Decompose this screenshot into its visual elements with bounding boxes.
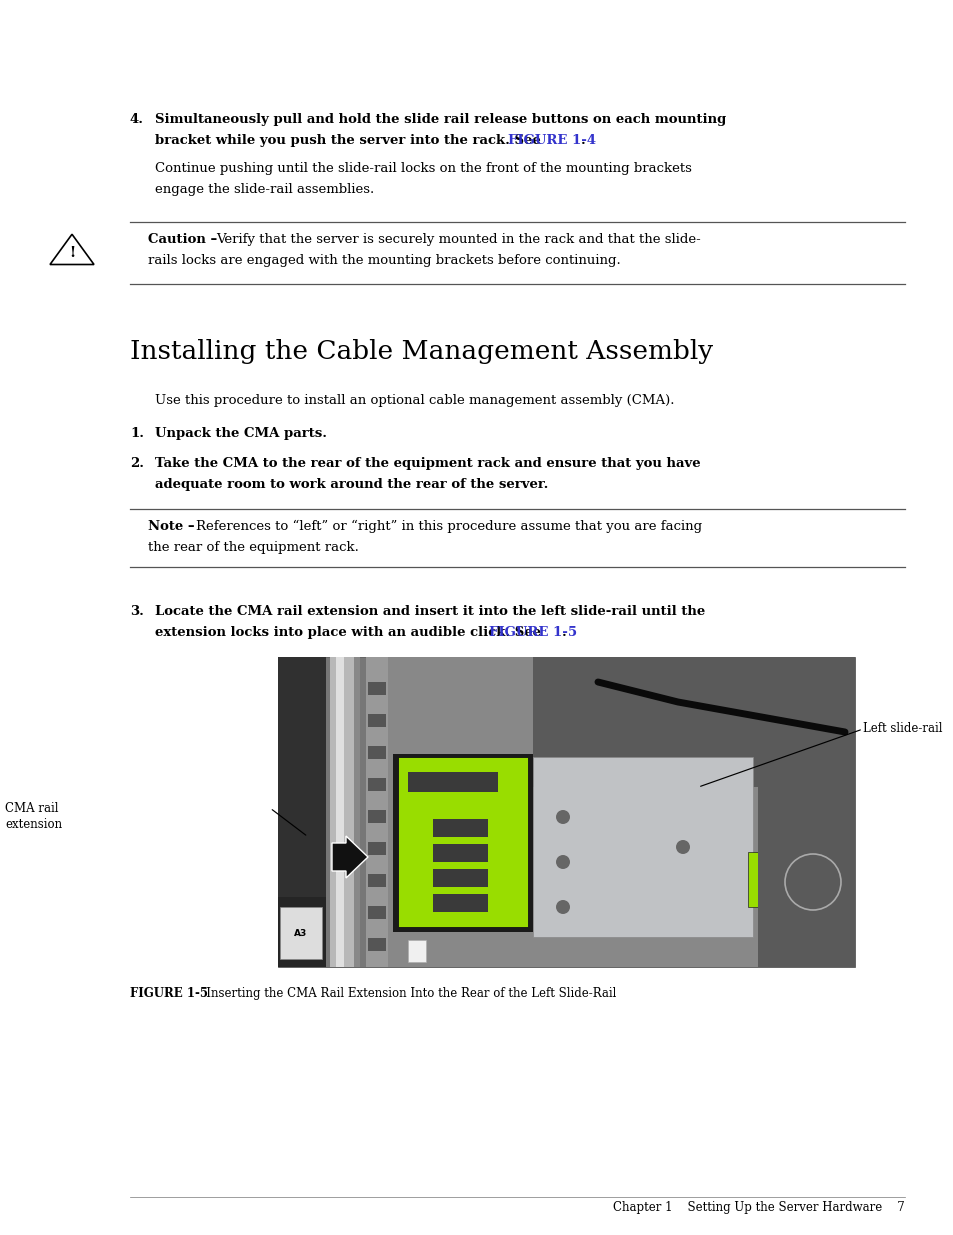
Text: Caution –: Caution –: [148, 233, 222, 246]
Bar: [533, 757, 752, 937]
FancyBboxPatch shape: [397, 757, 527, 927]
Bar: [533, 657, 854, 967]
FancyArrow shape: [332, 836, 368, 878]
Text: Use this procedure to install an optional cable management assembly (CMA).: Use this procedure to install an optiona…: [154, 394, 674, 408]
Text: .: .: [579, 135, 584, 147]
Text: FIGURE 1-4: FIGURE 1-4: [507, 135, 595, 147]
Bar: [354, 657, 359, 967]
Bar: [433, 869, 488, 887]
Circle shape: [676, 840, 689, 853]
Bar: [747, 852, 769, 906]
Text: 3.: 3.: [130, 605, 144, 618]
Text: Continue pushing until the slide-rail locks on the front of the mounting bracket: Continue pushing until the slide-rail lo…: [154, 162, 691, 175]
Text: FIGURE 1-5: FIGURE 1-5: [489, 626, 577, 638]
Text: Installing the Cable Management Assembly: Installing the Cable Management Assembly: [130, 338, 713, 364]
Text: 1.: 1.: [130, 427, 144, 440]
Text: Take the CMA to the rear of the equipment rack and ensure that you have: Take the CMA to the rear of the equipmen…: [154, 457, 700, 471]
Text: Locate the CMA rail extension and insert it into the left slide-rail until the: Locate the CMA rail extension and insert…: [154, 605, 704, 618]
Text: rails locks are engaged with the mounting brackets before continuing.: rails locks are engaged with the mountin…: [148, 254, 620, 267]
Bar: [433, 894, 488, 911]
Bar: [368, 778, 386, 790]
Text: the rear of the equipment rack.: the rear of the equipment rack.: [148, 541, 358, 555]
FancyBboxPatch shape: [281, 913, 319, 957]
Text: 4.: 4.: [130, 112, 144, 126]
Bar: [388, 657, 547, 967]
Text: bracket while you push the server into the rack. See: bracket while you push the server into t…: [154, 135, 545, 147]
Circle shape: [556, 900, 569, 914]
Text: CMA rail: CMA rail: [5, 802, 58, 815]
Bar: [368, 906, 386, 919]
Bar: [277, 897, 326, 967]
Bar: [368, 714, 386, 727]
Text: FIGURE 1-5: FIGURE 1-5: [130, 987, 208, 1000]
Text: Note –: Note –: [148, 520, 199, 534]
FancyBboxPatch shape: [393, 755, 535, 932]
Text: A3: A3: [295, 932, 304, 939]
Bar: [368, 939, 386, 951]
FancyBboxPatch shape: [280, 906, 322, 960]
Circle shape: [556, 855, 569, 869]
Bar: [533, 657, 854, 787]
Bar: [408, 772, 497, 792]
Bar: [277, 657, 326, 967]
Bar: [368, 810, 386, 823]
Bar: [758, 657, 854, 967]
Text: Chapter 1    Setting Up the Server Hardware    7: Chapter 1 Setting Up the Server Hardware…: [613, 1200, 904, 1214]
Text: .: .: [561, 626, 566, 638]
Bar: [433, 844, 488, 862]
Bar: [368, 746, 386, 760]
Bar: [433, 819, 488, 837]
Text: Unpack the CMA parts.: Unpack the CMA parts.: [154, 427, 327, 440]
Text: 2.: 2.: [130, 457, 144, 471]
Text: extension locks into place with an audible click. See: extension locks into place with an audib…: [154, 626, 545, 638]
Text: Inserting the CMA Rail Extension Into the Rear of the Left Slide-Rail: Inserting the CMA Rail Extension Into th…: [194, 987, 616, 1000]
Text: engage the slide-rail assemblies.: engage the slide-rail assemblies.: [154, 183, 374, 196]
Bar: [330, 657, 359, 967]
Bar: [368, 842, 386, 855]
Text: Left slide-rail: Left slide-rail: [862, 722, 942, 736]
Text: A3: A3: [294, 929, 307, 937]
Text: Verify that the server is securely mounted in the rack and that the slide-: Verify that the server is securely mount…: [216, 233, 700, 246]
Text: References to “left” or “right” in this procedure assume that you are facing: References to “left” or “right” in this …: [195, 520, 700, 534]
Bar: [366, 657, 388, 967]
Bar: [335, 657, 344, 967]
Bar: [368, 682, 386, 695]
Bar: [408, 940, 426, 962]
Bar: [368, 874, 386, 887]
Bar: [277, 657, 854, 967]
Text: adequate room to work around the rear of the server.: adequate room to work around the rear of…: [154, 478, 548, 492]
Text: Simultaneously pull and hold the slide rail release buttons on each mounting: Simultaneously pull and hold the slide r…: [154, 112, 725, 126]
Text: extension: extension: [5, 818, 62, 831]
Circle shape: [556, 810, 569, 824]
Text: !: !: [69, 246, 75, 261]
